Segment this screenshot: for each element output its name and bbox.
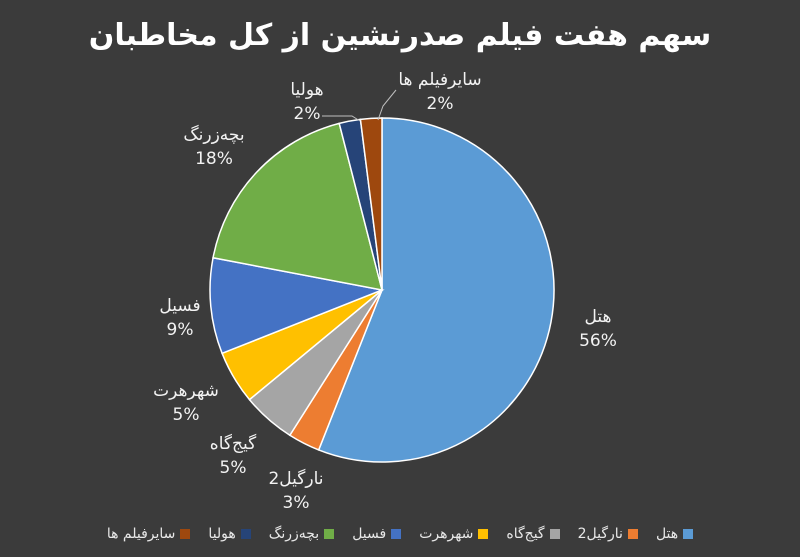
- legend-item: فسیل: [352, 526, 402, 542]
- legend-label: هتل: [655, 526, 679, 542]
- legend-label: شهرهرت: [419, 526, 474, 542]
- slice-name: سایرفیلم ها: [398, 70, 481, 90]
- legend-swatch: [391, 529, 402, 539]
- legend-swatch: [180, 529, 191, 539]
- legend-label: گیج‌گاه: [506, 526, 545, 542]
- slice-label: شهرهرت 5%: [153, 381, 219, 425]
- slice-name: هتل: [585, 307, 612, 327]
- slice-name: بچه‌زرنگ: [183, 124, 244, 145]
- slice-label: بچه‌زرنگ 18%: [183, 124, 244, 169]
- slice-label: سایرفیلم ها 2%: [398, 70, 481, 114]
- chart-legend: هتل نارگیل2 گیج‌گاه شهرهرت فسیل بچه‌زرنگ هولیا…: [0, 526, 800, 542]
- legend-swatch: [240, 529, 251, 539]
- legend-swatch: [627, 529, 638, 539]
- slice-label: گیج‌گاه 5%: [210, 433, 257, 478]
- legend-item: هتل: [655, 526, 694, 542]
- legend-item: گیج‌گاه: [506, 526, 560, 542]
- legend-item: سایرفیلم ها: [107, 526, 191, 542]
- slice-label: هتل 56%: [579, 307, 617, 351]
- slice-percent: 56%: [579, 331, 617, 351]
- legend-label: نارگیل2: [577, 526, 623, 542]
- pie-slice: [212, 122, 384, 291]
- slice-percent: 2%: [294, 104, 321, 124]
- slice-percent: 5%: [173, 405, 200, 425]
- legend-label: بچه‌زرنگ: [268, 526, 320, 542]
- legend-item: هولیا: [208, 526, 251, 542]
- leader-line: [322, 115, 361, 122]
- leader-line: [377, 89, 397, 121]
- slice-percent: 3%: [283, 493, 310, 513]
- pie-slice: [359, 117, 383, 291]
- slice-label: فسیل 9%: [159, 296, 200, 340]
- slice-name: گیج‌گاه: [210, 433, 257, 454]
- slice-label: هولیا 2%: [290, 80, 323, 124]
- legend-swatch: [683, 529, 694, 539]
- slice-percent: 9%: [167, 320, 194, 340]
- slice-name: شهرهرت: [153, 381, 219, 401]
- legend-item: شهرهرت: [419, 526, 489, 542]
- slice-percent: 5%: [220, 458, 247, 478]
- legend-label: سایرفیلم ها: [106, 526, 176, 542]
- legend-label: فسیل: [352, 526, 387, 542]
- chart-title: سهم هفت فیلم صدرنشین از کل مخاطبان: [88, 18, 712, 53]
- slice-name: فسیل: [159, 296, 200, 316]
- slice-percent: 18%: [195, 149, 233, 169]
- legend-swatch: [478, 529, 489, 539]
- legend-label: هولیا: [208, 526, 236, 542]
- pie-slice: [209, 256, 385, 355]
- legend-swatch: [549, 529, 560, 539]
- legend-swatch: [324, 529, 335, 539]
- legend-item: نارگیل2: [578, 526, 638, 542]
- slice-percent: 2%: [427, 94, 454, 114]
- slice-name: نارگیل2: [268, 468, 323, 489]
- pie-slice: [317, 117, 555, 463]
- slice-label: نارگیل2 3%: [268, 468, 323, 513]
- slice-name: هولیا: [290, 80, 323, 100]
- legend-item: بچه‌زرنگ: [268, 526, 335, 542]
